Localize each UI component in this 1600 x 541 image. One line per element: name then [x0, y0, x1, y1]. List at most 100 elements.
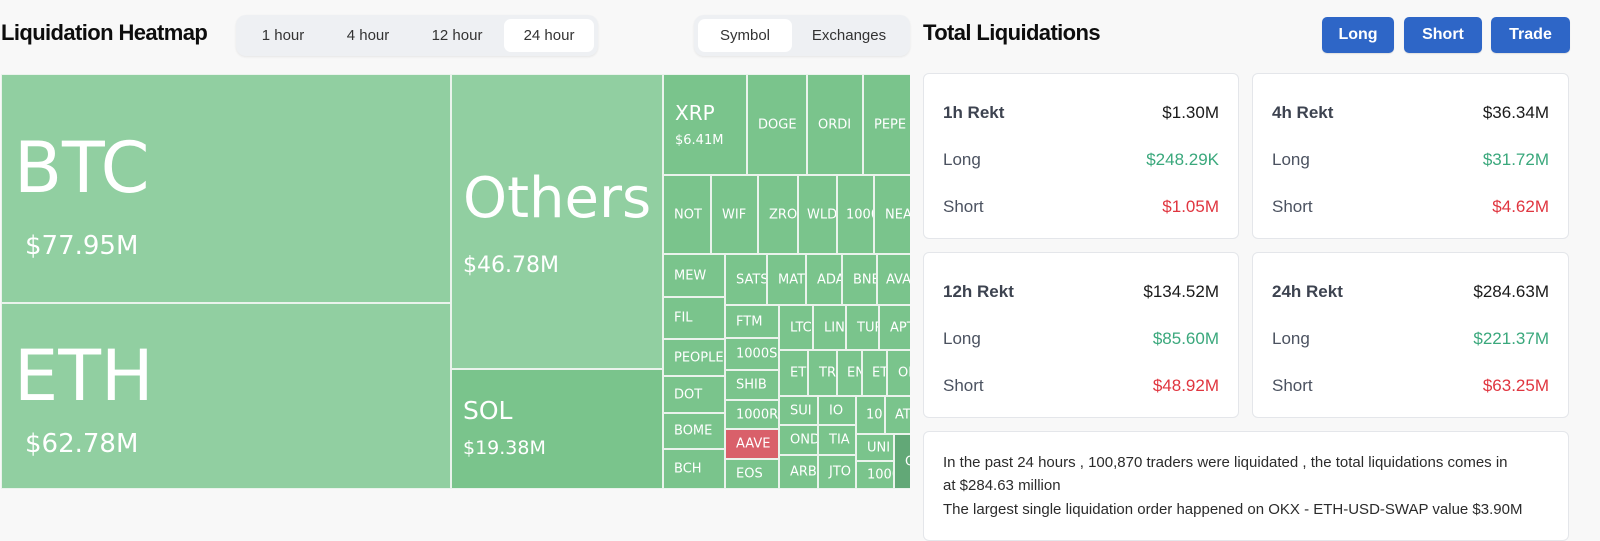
cell-value: $77.95M: [25, 231, 139, 261]
treemap-cell-ada[interactable]: ADA: [806, 254, 842, 305]
treemap-cell-sui[interactable]: SUI: [779, 396, 818, 425]
treemap-cell-sats[interactable]: SATS: [725, 254, 767, 305]
treemap-cell-bome[interactable]: BOME: [663, 413, 725, 449]
treemap-cell-jto[interactable]: JTO: [818, 455, 856, 489]
time-range-tabs: 1 hour 4 hour 12 hour 24 hour: [236, 15, 598, 56]
trade-button[interactable]: Trade: [1491, 17, 1570, 53]
treemap-cell-arb[interactable]: ARB: [779, 455, 818, 489]
cell-symbol: ORDI: [818, 117, 852, 132]
treemap-cell-bch[interactable]: BCH: [663, 449, 725, 489]
summary-line-1: In the past 24 hours , 100,870 traders w…: [943, 454, 1508, 471]
treemap-cell-atom[interactable]: AT: [885, 396, 910, 434]
long-value: $31.72M: [1482, 150, 1549, 169]
treemap-cell-doge[interactable]: DOGE: [747, 74, 807, 175]
cell-symbol: 1000: [867, 467, 893, 483]
cell-symbol: LTC: [790, 320, 812, 335]
treemap-cell-ondo[interactable]: OND: [779, 425, 818, 455]
cell-symbol: ADA: [817, 272, 842, 287]
treemap-cell-op[interactable]: OI: [887, 350, 910, 396]
cell-symbol: NOT: [674, 207, 702, 222]
treemap-cell-not[interactable]: NOT: [663, 175, 711, 254]
rekt-card-4h: 4h Rekt $36.34M Long $31.72M Short $4.62M: [1252, 73, 1569, 239]
treemap-cell-eos[interactable]: EOS: [725, 459, 779, 489]
treemap-cell-eth[interactable]: ETH $62.78M: [1, 303, 451, 489]
treemap-cell-near[interactable]: NEA: [874, 175, 910, 254]
treemap-cell-others[interactable]: Others $46.78M: [451, 74, 663, 369]
cell-symbol: APT: [890, 320, 910, 335]
treemap-cell-bnb[interactable]: BNB: [842, 254, 877, 305]
treemap-cell-xrp[interactable]: XRP $6.41M: [663, 74, 747, 175]
treemap-cell-uni[interactable]: UNI: [856, 434, 894, 461]
cell-symbol: PEPE: [874, 117, 907, 132]
tab-exchanges[interactable]: Exchanges: [811, 27, 887, 44]
summary-line-3: The largest single liquidation order hap…: [943, 501, 1523, 518]
tab-24-hour[interactable]: 24 hour: [504, 19, 594, 52]
treemap-cell-people[interactable]: PEOPLE: [663, 339, 725, 376]
treemap-cell-tia[interactable]: TIA: [818, 425, 856, 455]
cell-value: $19.38M: [463, 437, 546, 459]
cell-symbol: WLD: [807, 207, 837, 222]
cell-symbol: 10: [866, 407, 883, 423]
treemap-cell-ethfi[interactable]: ET: [862, 350, 887, 396]
treemap-cell-1000rats[interactable]: 1000RA: [725, 400, 779, 429]
treemap-cell-trx[interactable]: TR: [808, 350, 837, 396]
card-label: 1h Rekt: [943, 103, 1005, 122]
treemap-cell-link[interactable]: LIN: [813, 305, 846, 350]
short-label: Short: [943, 197, 984, 216]
cell-symbol: BTC: [14, 127, 150, 209]
long-button[interactable]: Long: [1322, 17, 1394, 53]
cell-symbol: TR: [819, 365, 836, 381]
treemap-cell-10[interactable]: 10: [856, 396, 885, 434]
treemap-cell-etc[interactable]: ET: [779, 350, 808, 396]
liquidation-summary: In the past 24 hours , 100,870 traders w…: [923, 431, 1569, 541]
cell-symbol: PEOPLE: [674, 350, 724, 365]
treemap-cell-wld[interactable]: WLD: [798, 175, 837, 254]
treemap-cell-c[interactable]: C: [894, 434, 910, 489]
treemap-cell-matic[interactable]: MAT: [767, 254, 806, 305]
tab-symbol[interactable]: Symbol: [698, 19, 792, 52]
treemap-cell-ftm[interactable]: FTM: [725, 305, 779, 338]
treemap-cell-ordi[interactable]: ORDI: [807, 74, 863, 175]
treemap-cell-dot[interactable]: DOT: [663, 376, 725, 413]
treemap-cell-sol[interactable]: SOL $19.38M: [451, 369, 663, 489]
tab-12-hour[interactable]: 12 hour: [431, 27, 483, 44]
total-liquidations-title: Total Liquidations: [923, 20, 1101, 45]
treemap-cell-wif[interactable]: WIF: [711, 175, 758, 254]
treemap-cell-io[interactable]: IO: [818, 396, 856, 425]
treemap-cell-pepe[interactable]: PEPE: [863, 74, 910, 175]
short-label: Short: [1272, 376, 1313, 395]
treemap-cell-zro[interactable]: ZRO: [758, 175, 798, 254]
treemap-cell-shib[interactable]: SHIB: [725, 370, 779, 400]
tab-4-hour[interactable]: 4 hour: [346, 27, 390, 44]
treemap-cell-fil[interactable]: FIL: [663, 297, 725, 339]
cell-symbol: NEA: [885, 207, 910, 222]
cell-symbol: SHIB: [736, 377, 767, 393]
treemap-cell-apt[interactable]: APT: [879, 305, 910, 350]
cell-symbol: 1000: [846, 207, 873, 222]
long-value: $248.29K: [1146, 150, 1219, 169]
cell-symbol: XRP: [675, 101, 715, 125]
treemap-cell-avax[interactable]: AVA: [877, 254, 910, 305]
treemap-cell-turbo[interactable]: TUR: [846, 305, 879, 350]
treemap-cell-aave[interactable]: AAVE: [725, 429, 779, 459]
treemap-cell-1000-b[interactable]: 1000: [856, 461, 894, 489]
short-button[interactable]: Short: [1404, 17, 1482, 53]
treemap-cell-btc[interactable]: BTC $77.95M: [1, 74, 451, 303]
treemap-cell-1000-a[interactable]: 1000: [837, 175, 874, 254]
cell-value: $46.78M: [463, 253, 559, 278]
cell-symbol: ZRO: [769, 207, 798, 222]
card-label: 24h Rekt: [1272, 282, 1343, 301]
cell-symbol: FIL: [674, 310, 693, 326]
tab-1-hour[interactable]: 1 hour: [261, 27, 305, 44]
long-label: Long: [1272, 329, 1310, 348]
treemap-cell-1000sats[interactable]: 1000SA: [725, 338, 779, 370]
treemap-cell-ens[interactable]: EN: [837, 350, 862, 396]
cell-symbol: EN: [847, 365, 861, 381]
treemap-cell-mew[interactable]: MEW: [663, 254, 725, 297]
short-label: Short: [1272, 197, 1313, 216]
card-total: $284.63M: [1473, 282, 1549, 301]
cell-symbol: AAVE: [736, 436, 771, 452]
long-label: Long: [943, 150, 981, 169]
cell-symbol: AT: [895, 407, 910, 423]
treemap-cell-ltc[interactable]: LTC: [779, 305, 813, 350]
